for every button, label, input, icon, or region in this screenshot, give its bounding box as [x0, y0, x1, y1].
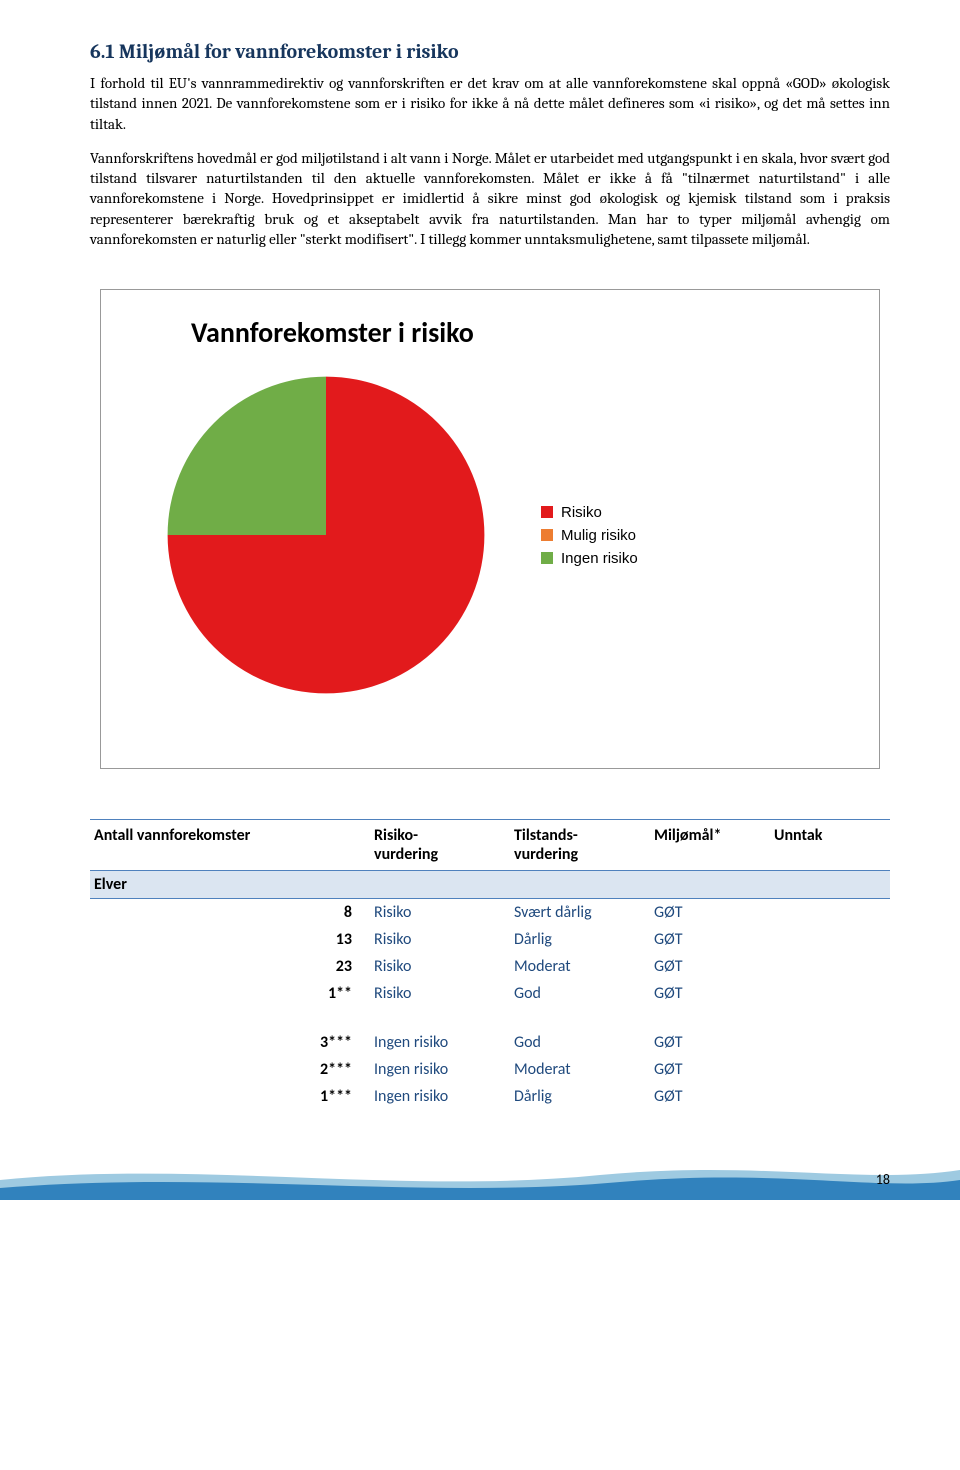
section-heading: 6.1 Miljømål for vannforekomster i risik… [90, 40, 890, 63]
table-row: 1***Ingen risikoDårligGØT [90, 1083, 890, 1110]
table-cell [770, 899, 890, 927]
table-section-row: Elver [90, 871, 890, 899]
page-number: 18 [876, 1171, 890, 1188]
table-row: 13RisikoDårligGØT [90, 926, 890, 953]
table-cell: GØT [650, 1056, 770, 1083]
paragraph-1: I forhold til EU's vannrammedirektiv og … [90, 73, 890, 134]
table-row: 2***Ingen risikoModeratGØT [90, 1056, 890, 1083]
table-cell: 1** [90, 980, 370, 1007]
table-cell: GØT [650, 1083, 770, 1110]
table-cell: Dårlig [510, 1083, 650, 1110]
table-cell: 23 [90, 953, 370, 980]
table-cell: Ingen risiko [370, 1029, 510, 1056]
table-cell: Ingen risiko [370, 1083, 510, 1110]
legend-item: Mulig risiko [541, 527, 638, 544]
table-cell: God [510, 1029, 650, 1056]
footer-wave: 18 [0, 1150, 960, 1200]
table-row: 8RisikoSvært dårligGØT [90, 899, 890, 927]
table-header-row: Antall vannforekomster Risiko-vurdering … [90, 820, 890, 871]
legend-swatch [541, 552, 553, 564]
chart-title: Vannforekomster i risiko [191, 315, 849, 350]
legend-label: Mulig risiko [561, 527, 636, 544]
table-row: 3***Ingen risikoGodGØT [90, 1029, 890, 1056]
legend-item: Ingen risiko [541, 550, 638, 567]
table-row: 1**RisikoGodGØT [90, 980, 890, 1007]
document-page: 6.1 Miljømål for vannforekomster i risik… [0, 0, 960, 1140]
table-cell: GØT [650, 1029, 770, 1056]
legend-swatch [541, 506, 553, 518]
table-cell: Risiko [370, 926, 510, 953]
table-cell: 3*** [90, 1029, 370, 1056]
table-cell: Moderat [510, 953, 650, 980]
table-row: 23RisikoModeratGØT [90, 953, 890, 980]
table-cell: 8 [90, 899, 370, 927]
col-miljomal: Miljømål* [650, 820, 770, 871]
pie-chart [161, 370, 491, 700]
legend-label: Ingen risiko [561, 550, 638, 567]
col-antall: Antall vannforekomster [90, 820, 370, 871]
table-cell [770, 980, 890, 1007]
table-cell: GØT [650, 926, 770, 953]
table-cell: GØT [650, 980, 770, 1007]
table-cell: GØT [650, 899, 770, 927]
table-cell: GØT [650, 953, 770, 980]
table-cell [770, 926, 890, 953]
table-cell: Dårlig [510, 926, 650, 953]
table-cell [770, 1029, 890, 1056]
table-cell: Svært dårlig [510, 899, 650, 927]
table-cell [770, 1056, 890, 1083]
legend-label: Risiko [561, 504, 602, 521]
table-cell: 2*** [90, 1056, 370, 1083]
table-cell: 13 [90, 926, 370, 953]
data-table: Antall vannforekomster Risiko-vurdering … [90, 819, 890, 1110]
table-cell [770, 953, 890, 980]
table-cell: God [510, 980, 650, 1007]
chart-container: Vannforekomster i risiko Risiko Mulig ris… [100, 289, 880, 769]
chart-legend: Risiko Mulig risiko Ingen risiko [541, 498, 638, 573]
table-cell: Risiko [370, 953, 510, 980]
table-cell: 1*** [90, 1083, 370, 1110]
legend-swatch [541, 529, 553, 541]
table-cell: Moderat [510, 1056, 650, 1083]
col-unntak: Unntak [770, 820, 890, 871]
legend-item: Risiko [541, 504, 638, 521]
col-risiko: Risiko-vurdering [370, 820, 510, 871]
table-cell: Risiko [370, 899, 510, 927]
table-cell: Risiko [370, 980, 510, 1007]
table-cell [770, 1083, 890, 1110]
table-cell: Ingen risiko [370, 1056, 510, 1083]
paragraph-2: Vannforskriftens hovedmål er god miljøti… [90, 148, 890, 249]
col-tilstand: Tilstands-vurdering [510, 820, 650, 871]
